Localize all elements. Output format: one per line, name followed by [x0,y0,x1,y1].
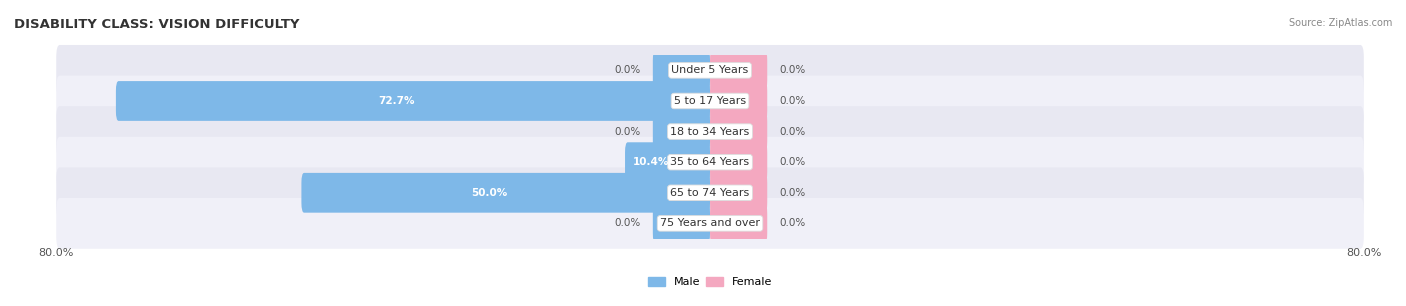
FancyBboxPatch shape [56,167,1364,218]
FancyBboxPatch shape [710,203,768,243]
Text: 35 to 64 Years: 35 to 64 Years [671,157,749,167]
Text: 0.0%: 0.0% [779,65,806,75]
FancyBboxPatch shape [652,50,710,90]
FancyBboxPatch shape [56,45,1364,96]
Text: DISABILITY CLASS: VISION DIFFICULTY: DISABILITY CLASS: VISION DIFFICULTY [14,18,299,31]
Text: 0.0%: 0.0% [614,218,641,228]
Text: 0.0%: 0.0% [779,127,806,136]
Text: 75 Years and over: 75 Years and over [659,218,761,228]
Text: 50.0%: 50.0% [471,188,508,198]
Text: 0.0%: 0.0% [779,218,806,228]
Text: 18 to 34 Years: 18 to 34 Years [671,127,749,136]
Text: 0.0%: 0.0% [779,96,806,106]
Text: 0.0%: 0.0% [614,65,641,75]
FancyBboxPatch shape [115,81,710,121]
Text: 0.0%: 0.0% [779,188,806,198]
FancyBboxPatch shape [710,50,768,90]
Text: 5 to 17 Years: 5 to 17 Years [673,96,747,106]
Text: Under 5 Years: Under 5 Years [672,65,748,75]
FancyBboxPatch shape [710,112,768,151]
Legend: Male, Female: Male, Female [644,273,776,292]
Text: Source: ZipAtlas.com: Source: ZipAtlas.com [1288,18,1392,28]
FancyBboxPatch shape [710,142,768,182]
FancyBboxPatch shape [301,173,710,213]
Text: 65 to 74 Years: 65 to 74 Years [671,188,749,198]
FancyBboxPatch shape [56,137,1364,188]
Text: 0.0%: 0.0% [614,127,641,136]
FancyBboxPatch shape [56,76,1364,126]
FancyBboxPatch shape [710,81,768,121]
Text: 0.0%: 0.0% [779,157,806,167]
FancyBboxPatch shape [626,142,710,182]
FancyBboxPatch shape [710,173,768,213]
Text: 10.4%: 10.4% [633,157,669,167]
Text: 72.7%: 72.7% [378,96,415,106]
FancyBboxPatch shape [56,198,1364,249]
FancyBboxPatch shape [652,203,710,243]
FancyBboxPatch shape [652,112,710,151]
FancyBboxPatch shape [56,106,1364,157]
